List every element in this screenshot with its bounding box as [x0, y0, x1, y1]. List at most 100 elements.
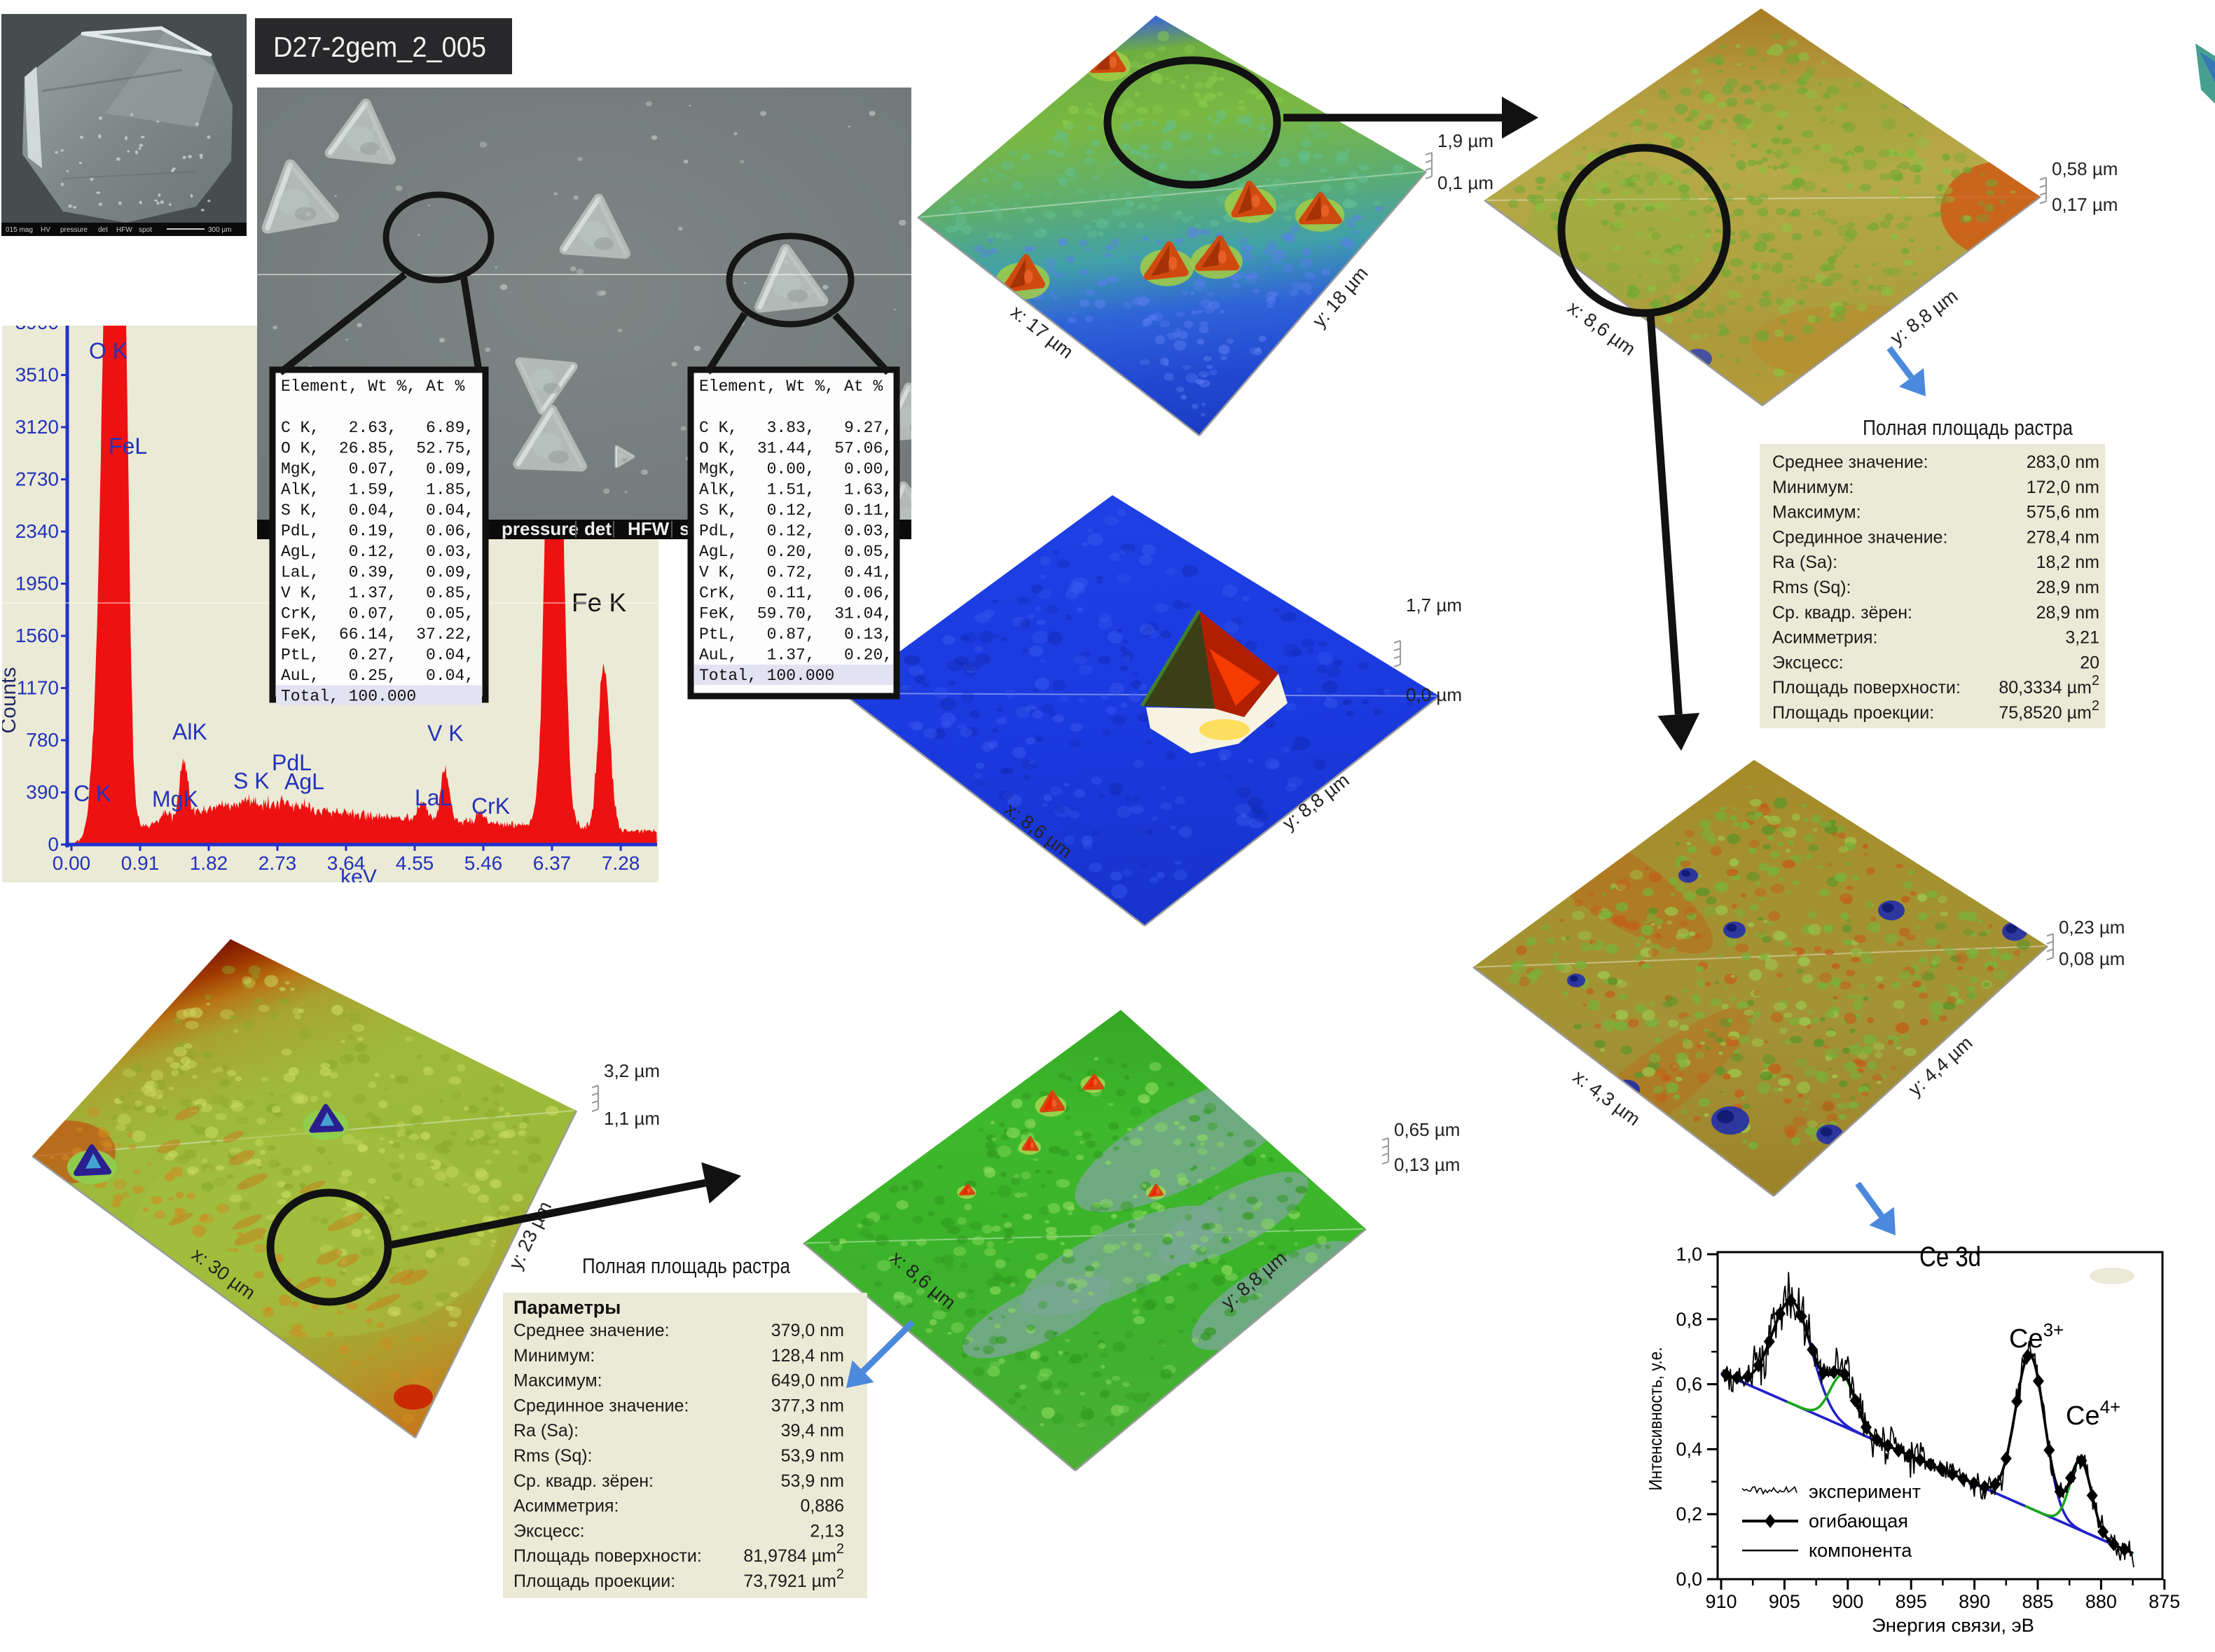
svg-text:S K, 0.04, 0.04,: S K, 0.04, 0.04,	[281, 501, 474, 520]
svg-text:1,0: 1,0	[1676, 1244, 1702, 1265]
svg-text:O K, 31.44, 57.06,: O K, 31.44, 57.06,	[699, 440, 892, 458]
svg-text:C K, 3.83, 9.27,: C K, 3.83, 9.27,	[699, 419, 892, 437]
svg-text:MgK, 0.00, 0.00,: MgK, 0.00, 0.00,	[699, 460, 892, 478]
svg-text:Интенсивность, у.е.: Интенсивность, у.е.	[1645, 1347, 1666, 1491]
svg-text:1,1 µm: 1,1 µm	[604, 1108, 660, 1129]
svg-text:Минимум:: Минимум:	[513, 1346, 595, 1366]
svg-text:0,6: 0,6	[1676, 1374, 1702, 1395]
svg-text:Element, Wt %, At %: Element, Wt %, At %	[699, 377, 883, 396]
svg-text:AlK: AlK	[172, 719, 207, 744]
svg-text:Минимум:: Минимум:	[1772, 478, 1854, 497]
svg-text:V K, 0.72, 0.41,: V K, 0.72, 0.41,	[699, 564, 892, 582]
svg-text:AgL: AgL	[284, 769, 324, 794]
svg-text:PtL, 0.27, 0.04,: PtL, 0.27, 0.04,	[281, 646, 474, 665]
svg-text:V K: V K	[427, 721, 464, 746]
svg-text:910: 910	[1705, 1591, 1737, 1612]
svg-text:128,4 nm: 128,4 nm	[771, 1346, 844, 1366]
svg-text:Полная площадь растра: Полная площадь растра	[1863, 415, 2073, 440]
svg-text:Fe K: Fe K	[572, 588, 626, 617]
svg-text:390: 390	[26, 782, 59, 803]
svg-text:278,4 nm: 278,4 nm	[2027, 527, 2099, 547]
svg-text:0.91: 0.91	[121, 852, 160, 874]
svg-text:0,8: 0,8	[1676, 1309, 1702, 1330]
svg-text:AuL, 1.37, 0.20,: AuL, 1.37, 0.20,	[699, 646, 892, 665]
svg-text:1,9 µm: 1,9 µm	[1437, 130, 1493, 151]
svg-text:1170: 1170	[17, 677, 59, 699]
svg-text:FeK, 59.70, 31.04,: FeK, 59.70, 31.04,	[699, 605, 892, 623]
svg-text:CrK: CrK	[471, 793, 510, 819]
svg-text:895: 895	[1896, 1591, 1927, 1612]
svg-text:эксперимент: эксперимент	[1809, 1481, 1921, 1502]
svg-text:Полная площадь растра: Полная площадь растра	[582, 1254, 791, 1278]
svg-text:Rms (Sq):: Rms (Sq):	[513, 1446, 593, 1466]
svg-text:53,9 nm: 53,9 nm	[781, 1446, 844, 1466]
svg-text:AgL, 0.20, 0.05,: AgL, 0.20, 0.05,	[699, 543, 892, 561]
svg-text:C K, 2.63, 6.89,: C K, 2.63, 6.89,	[281, 419, 474, 437]
svg-text:компонента: компонента	[1809, 1540, 1912, 1561]
svg-text:Total, 100.000: Total, 100.000	[699, 667, 834, 685]
svg-text:3.64: 3.64	[327, 852, 366, 874]
svg-text:53,9 nm: 53,9 nm	[781, 1471, 844, 1491]
svg-text:Rms (Sq):: Rms (Sq):	[1772, 578, 1851, 597]
svg-text:875: 875	[2148, 1591, 2180, 1612]
svg-text:39,4 nm: 39,4 nm	[781, 1421, 844, 1441]
svg-text:28,9 nm: 28,9 nm	[2036, 603, 2099, 623]
svg-text:283,0 nm: 283,0 nm	[2027, 452, 2099, 472]
svg-text:AgL, 0.12, 0.03,: AgL, 0.12, 0.03,	[281, 543, 474, 561]
svg-text:377,3 nm: 377,3 nm	[771, 1396, 844, 1415]
svg-text:Площадь проекции:: Площадь проекции:	[1772, 703, 1934, 723]
svg-text:HV: HV	[41, 226, 50, 234]
svg-text:C K: C K	[74, 781, 111, 806]
svg-text:0: 0	[48, 833, 59, 855]
svg-text:18,2 nm: 18,2 nm	[2036, 553, 2099, 572]
svg-text:0,17 µm: 0,17 µm	[2052, 194, 2118, 215]
svg-text:2.73: 2.73	[258, 852, 297, 874]
svg-text:015 mag: 015 mag	[6, 226, 33, 234]
svg-text:4.55: 4.55	[396, 852, 434, 874]
svg-text:Максимум:: Максимум:	[513, 1371, 602, 1391]
svg-text:Параметры: Параметры	[513, 1297, 621, 1318]
svg-text:spot: spot	[139, 226, 152, 234]
svg-text:3,2 µm: 3,2 µm	[604, 1060, 660, 1081]
svg-text:1.82: 1.82	[190, 852, 228, 874]
svg-text:Эксцесс:: Эксцесс:	[513, 1521, 585, 1541]
svg-text:MgK: MgK	[152, 786, 198, 812]
svg-text:3120: 3120	[15, 416, 59, 438]
svg-text:890: 890	[1959, 1591, 1990, 1612]
svg-text:28,9 nm: 28,9 nm	[2036, 578, 2099, 597]
svg-text:379,0 nm: 379,0 nm	[771, 1321, 844, 1340]
svg-text:Total, 100.000: Total, 100.000	[281, 688, 416, 706]
svg-text:AlK, 1.59, 1.85,: AlK, 1.59, 1.85,	[281, 481, 474, 499]
svg-text:2730: 2730	[15, 468, 59, 490]
svg-text:575,6 nm: 575,6 nm	[2027, 503, 2099, 522]
svg-text:7.28: 7.28	[602, 852, 640, 874]
svg-text:300 µm: 300 µm	[208, 226, 232, 234]
svg-text:det: det	[98, 226, 108, 234]
svg-text:885: 885	[2022, 1591, 2053, 1612]
svg-text:Срединное значение:: Срединное значение:	[513, 1396, 689, 1415]
svg-text:Асимметрия:: Асимметрия:	[513, 1497, 619, 1516]
svg-text:Площадь поверхности:: Площадь поверхности:	[1772, 678, 1961, 697]
svg-text:AlK, 1.51, 1.63,: AlK, 1.51, 1.63,	[699, 481, 892, 499]
svg-text:Ra (Sa):: Ra (Sa):	[1772, 553, 1837, 572]
svg-text:FeK, 66.14, 37.22,: FeK, 66.14, 37.22,	[281, 625, 474, 644]
svg-text:780: 780	[26, 729, 59, 751]
svg-text:905: 905	[1769, 1591, 1800, 1612]
svg-text:0,0 µm: 0,0 µm	[1406, 684, 1462, 705]
svg-text:172,0 nm: 172,0 nm	[2027, 478, 2099, 497]
svg-text:Ср. квадр. зёрен:: Ср. квадр. зёрен:	[1772, 603, 1912, 623]
svg-text:Площадь поверхности:: Площадь поверхности:	[513, 1546, 702, 1566]
svg-text:0.00: 0.00	[53, 852, 91, 874]
svg-text:5.46: 5.46	[464, 852, 503, 874]
svg-text:Counts: Counts	[0, 667, 20, 733]
svg-text:Ce 3d: Ce 3d	[1919, 1242, 1981, 1272]
svg-text:0,0: 0,0	[1676, 1569, 1702, 1590]
svg-text:Асимметрия:: Асимметрия:	[1772, 628, 1877, 648]
svg-text:Площадь проекции:: Площадь проекции:	[513, 1571, 675, 1591]
svg-text:S K, 0.12, 0.11,: S K, 0.12, 0.11,	[699, 501, 892, 520]
svg-text:Среднее значение:: Среднее значение:	[1772, 452, 1928, 472]
svg-text:0,13 µm: 0,13 µm	[1394, 1154, 1460, 1175]
svg-text:Энергия связи, эВ: Энергия связи, эВ	[1872, 1615, 2034, 1636]
svg-text:880: 880	[2085, 1591, 2117, 1612]
svg-text:0,4: 0,4	[1676, 1438, 1702, 1459]
